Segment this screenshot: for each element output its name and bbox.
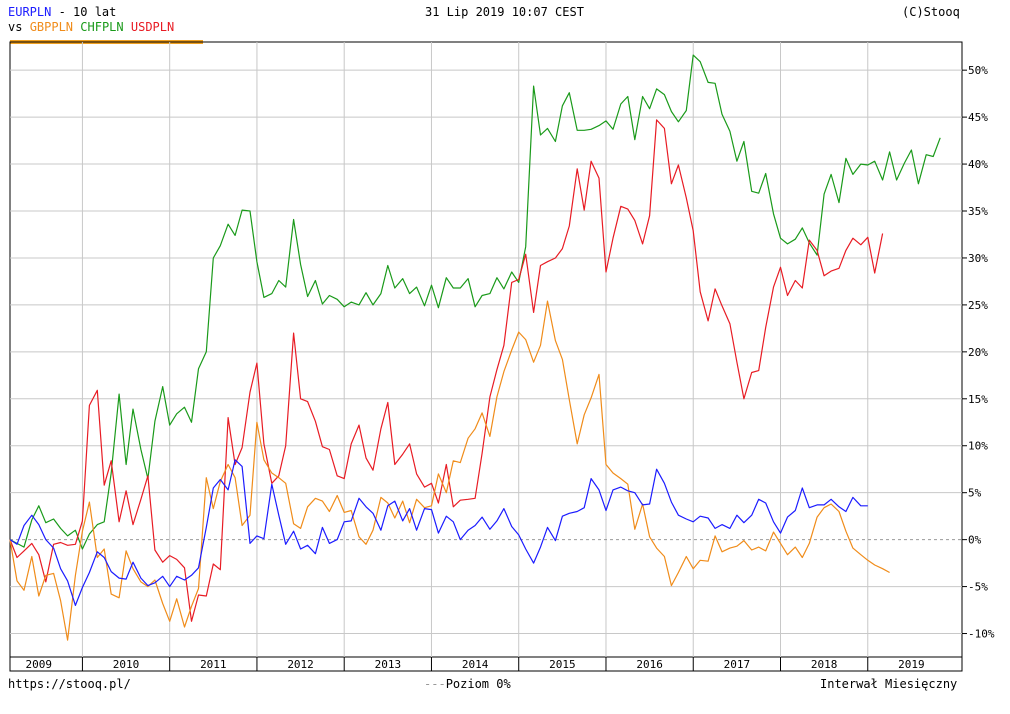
interval-label: Interwał Miesięczny [820, 677, 958, 691]
y-tick-label: 10% [968, 440, 988, 453]
x-tick-label: 2011 [200, 658, 227, 671]
x-tick-label: 2010 [113, 658, 140, 671]
x-tick-label: 2018 [811, 658, 838, 671]
y-tick-label: 50% [968, 64, 988, 77]
y-tick-label: -5% [968, 581, 988, 594]
series-line-chfpln [9, 54, 941, 550]
y-tick-label: 45% [968, 111, 988, 124]
y-tick-label: -10% [968, 628, 995, 641]
compare-symbol-gbppln[interactable]: GBPPLN [29, 20, 74, 34]
x-tick-label: 2014 [462, 658, 489, 671]
series-line-eurpln [9, 459, 868, 607]
y-tick-label: 20% [968, 346, 988, 359]
vs-label: vs [8, 20, 23, 34]
compare-symbols: vs GBPPLN CHFPLN USDPLN [8, 20, 174, 34]
y-tick-label: 15% [968, 393, 988, 406]
period-label: - 10 lat [51, 5, 117, 19]
zero-legend-dash: --- [424, 677, 446, 691]
y-tick-label: 40% [968, 158, 988, 171]
series-line-gbppln [9, 300, 890, 641]
zero-legend-label: Poziom 0% [445, 677, 511, 691]
y-tick-label: 25% [968, 299, 988, 312]
x-tick-label: 2009 [26, 658, 53, 671]
compare-symbol-chfpln[interactable]: CHFPLN [80, 20, 124, 34]
x-tick-label: 2019 [898, 658, 925, 671]
x-tick-label: 2017 [724, 658, 751, 671]
x-tick-label: 2016 [636, 658, 663, 671]
zero-legend: ---Poziom 0% [424, 677, 511, 691]
compare-symbol-usdpln[interactable]: USDPLN [130, 20, 175, 34]
primary-symbol[interactable]: EURPLN [8, 5, 52, 19]
copyright-label: (C)Stooq [902, 5, 960, 19]
x-tick-label: 2012 [287, 658, 314, 671]
y-tick-label: 35% [968, 205, 988, 218]
chart-date: 31 Lip 2019 10:07 CEST [425, 5, 584, 19]
y-tick-label: 30% [968, 252, 988, 265]
x-tick-label: 2015 [549, 658, 576, 671]
y-tick-label: 0% [968, 534, 982, 547]
chart-header-left: EURPLN - 10 lat [8, 5, 116, 19]
y-tick-label: 5% [968, 487, 982, 500]
source-url[interactable]: https://stooq.pl/ [8, 677, 131, 691]
x-tick-label: 2013 [375, 658, 402, 671]
series-line-usdpln [9, 119, 884, 622]
plot-frame [9, 41, 963, 672]
